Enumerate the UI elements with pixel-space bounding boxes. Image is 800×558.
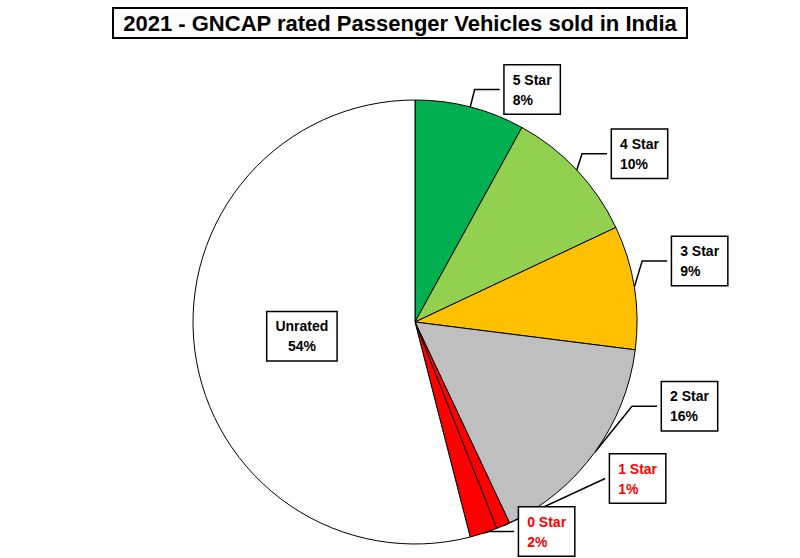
svg-text:54%: 54% [288,338,317,354]
svg-text:0 Star: 0 Star [527,514,566,530]
svg-text:3 Star: 3 Star [680,243,719,259]
svg-text:2021 - GNCAP rated Passenger V: 2021 - GNCAP rated Passenger Vehicles so… [123,11,677,36]
svg-text:16%: 16% [670,408,699,424]
svg-text:Unrated: Unrated [275,318,328,334]
svg-text:1%: 1% [618,481,639,497]
svg-text:2 Star: 2 Star [670,388,709,404]
svg-text:2%: 2% [527,534,548,550]
svg-text:5 Star: 5 Star [513,72,552,88]
svg-text:4 Star: 4 Star [620,136,659,152]
svg-text:10%: 10% [620,156,649,172]
svg-text:1 Star: 1 Star [618,461,657,477]
svg-text:8%: 8% [513,92,534,108]
svg-text:9%: 9% [680,263,701,279]
